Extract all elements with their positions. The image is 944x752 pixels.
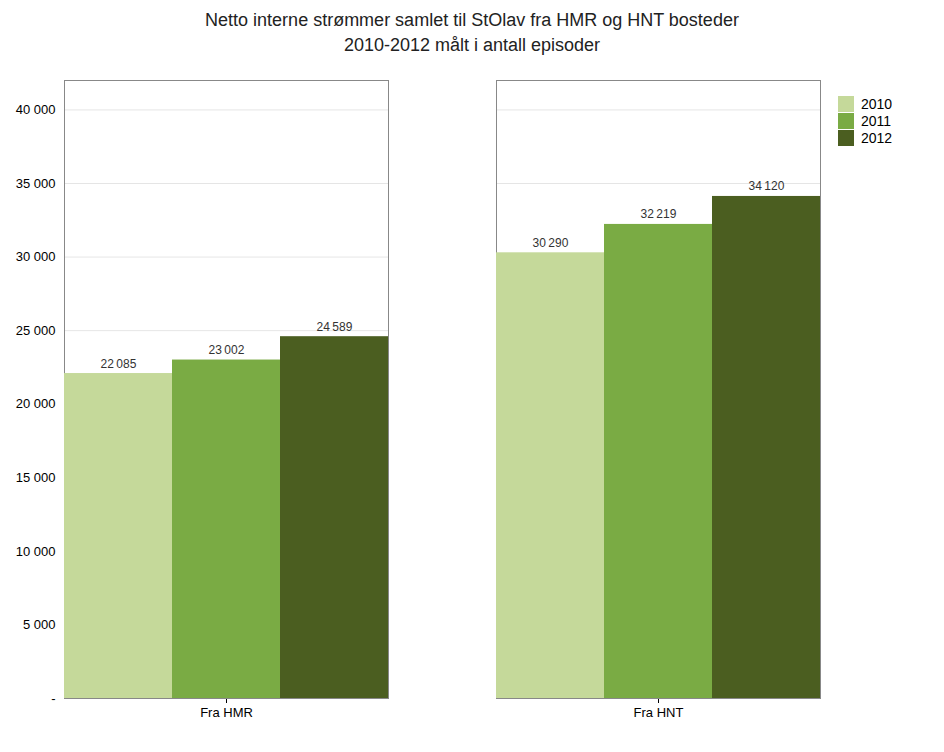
svg-text:30 000: 30 000 <box>16 249 56 264</box>
html-text:2010-2012 målt i antall episod: 2010-2012 målt i antall episoder <box>343 35 601 55</box>
svg-text:23 002: 23 002 <box>209 343 245 357</box>
svg-text:Fra HMR: Fra HMR <box>200 705 253 720</box>
svg-text:30 290: 30 290 <box>533 236 569 250</box>
svg-text:32 219: 32 219 <box>641 207 677 221</box>
html-text:2010: 2010 <box>861 96 893 112</box>
svg-text:-: - <box>51 691 55 706</box>
html-text:Netto interne strømmer samlet: Netto interne strømmer samlet til StOlav… <box>205 10 739 30</box>
svg-text:5 000: 5 000 <box>23 617 56 632</box>
svg-text:40 000: 40 000 <box>16 102 56 117</box>
svg-text:Fra HNT: Fra HNT <box>634 705 684 720</box>
html-text:2012: 2012 <box>861 130 893 146</box>
svg-text:25 000: 25 000 <box>16 323 56 338</box>
svg-text:35 000: 35 000 <box>16 176 56 191</box>
svg-text:10 000: 10 000 <box>16 544 56 559</box>
html-text:2011: 2011 <box>861 113 892 129</box>
svg-text:22 085: 22 085 <box>101 357 137 371</box>
svg-text:24 589: 24 589 <box>317 320 353 334</box>
svg-text:15 000: 15 000 <box>16 470 56 485</box>
svg-text:20 000: 20 000 <box>16 396 56 411</box>
svg-text:34 120: 34 120 <box>749 179 785 193</box>
